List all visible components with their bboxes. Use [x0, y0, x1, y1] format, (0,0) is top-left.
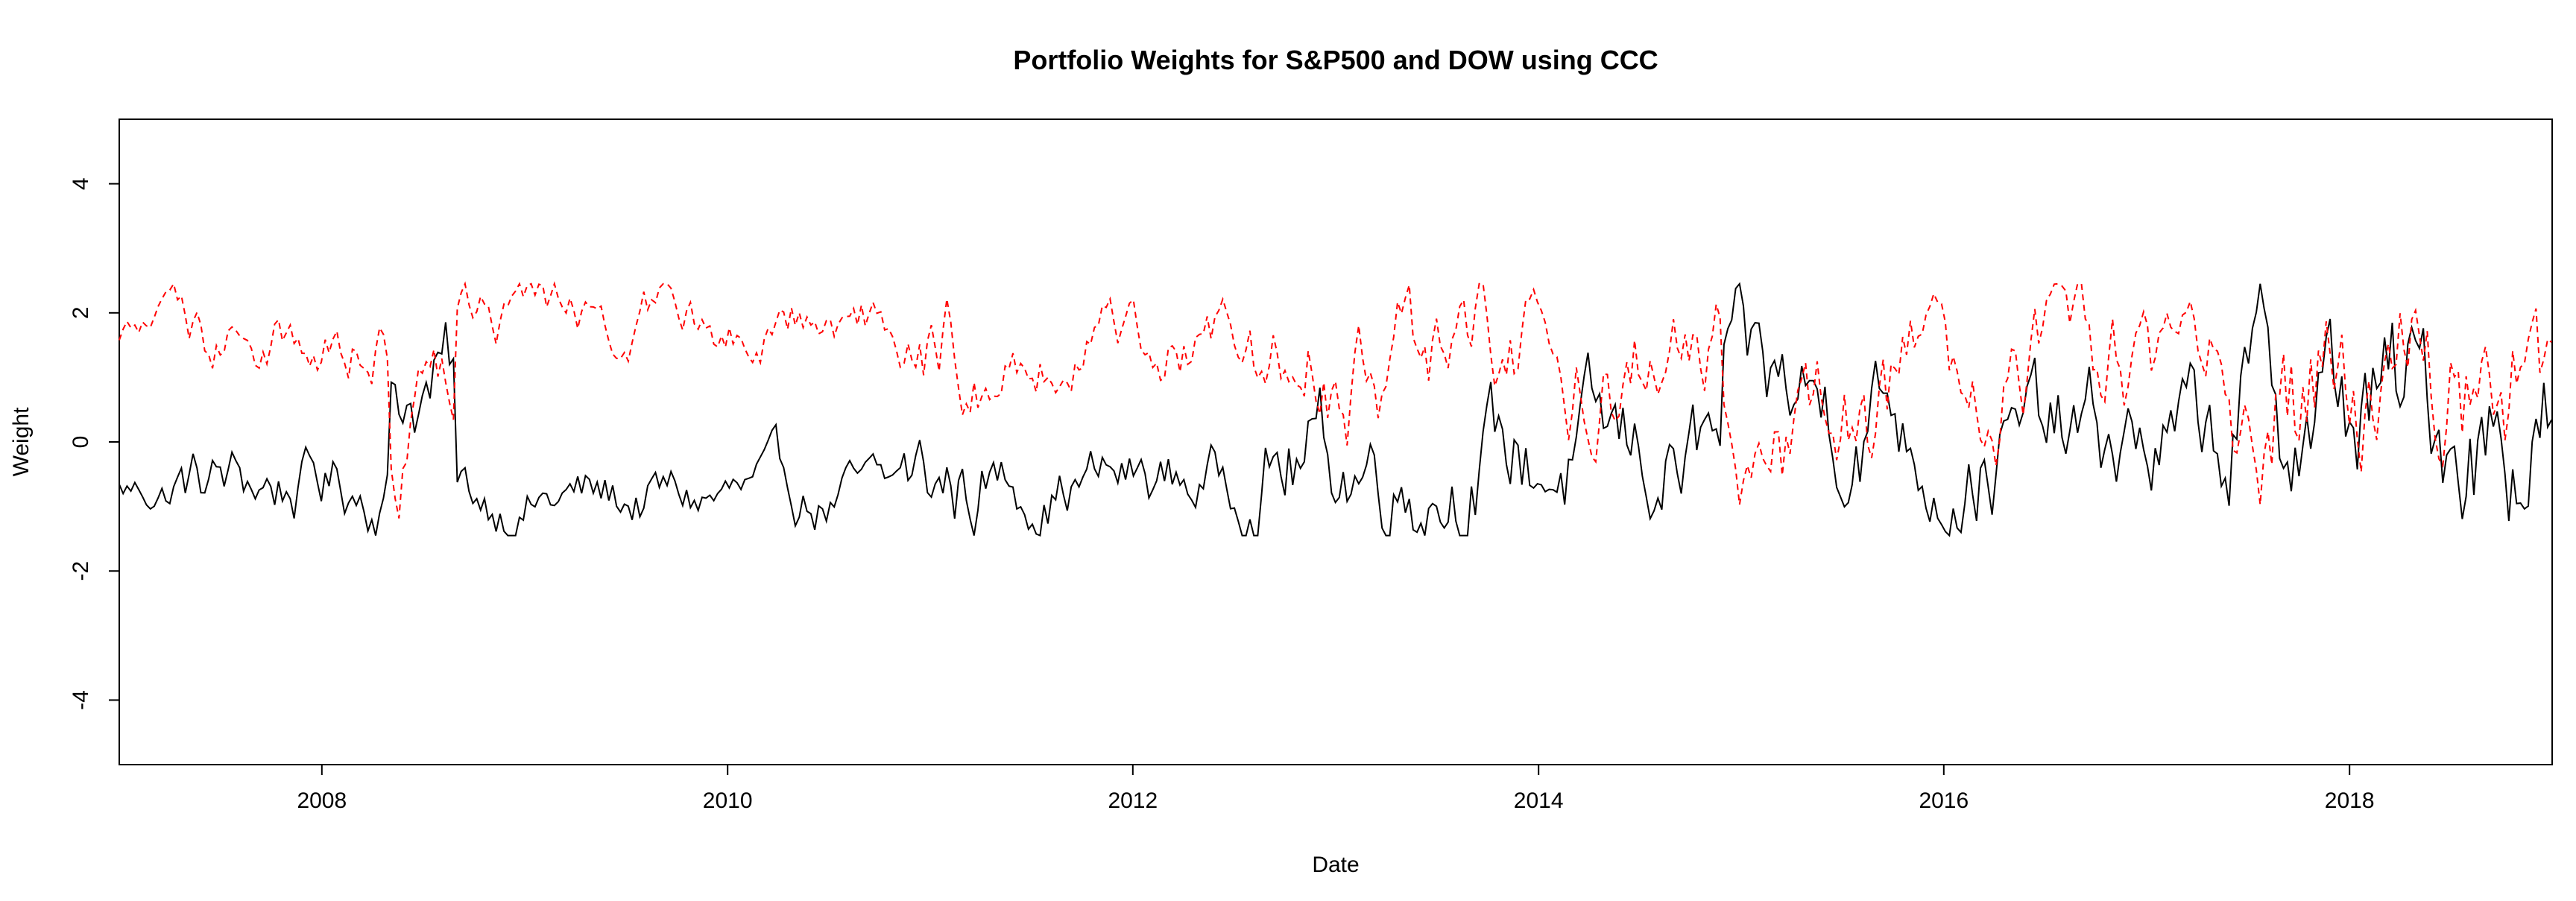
x-tick-label: 2018 — [2325, 788, 2375, 813]
series-line-2 — [119, 281, 2552, 519]
series-layer — [119, 281, 2553, 537]
x-tick-label: 2014 — [1514, 788, 1564, 813]
x-tick-label: 2010 — [703, 788, 753, 813]
y-tick-label: -2 — [69, 561, 93, 581]
y-axis-label: Weight — [9, 407, 34, 476]
series-line-1 — [119, 282, 2553, 537]
y-tick-label: -4 — [69, 690, 93, 710]
y-tick-label: 4 — [69, 177, 93, 190]
x-tick-label: 2008 — [297, 788, 347, 813]
x-tick-label: 2012 — [1108, 788, 1158, 813]
chart-title: Portfolio Weights for S&P500 and DOW usi… — [1013, 45, 1658, 75]
plot-frame — [119, 118, 2553, 765]
x-axis: 2008 2010 2012 2014 2016 2018 — [297, 765, 2375, 813]
x-axis-label: Date — [1312, 853, 1359, 877]
y-tick-label: 0 — [69, 436, 93, 449]
y-tick-label: 2 — [69, 306, 93, 319]
y-axis: -4 -2 0 2 4 — [69, 177, 119, 710]
x-tick-label: 2016 — [1919, 788, 1969, 813]
